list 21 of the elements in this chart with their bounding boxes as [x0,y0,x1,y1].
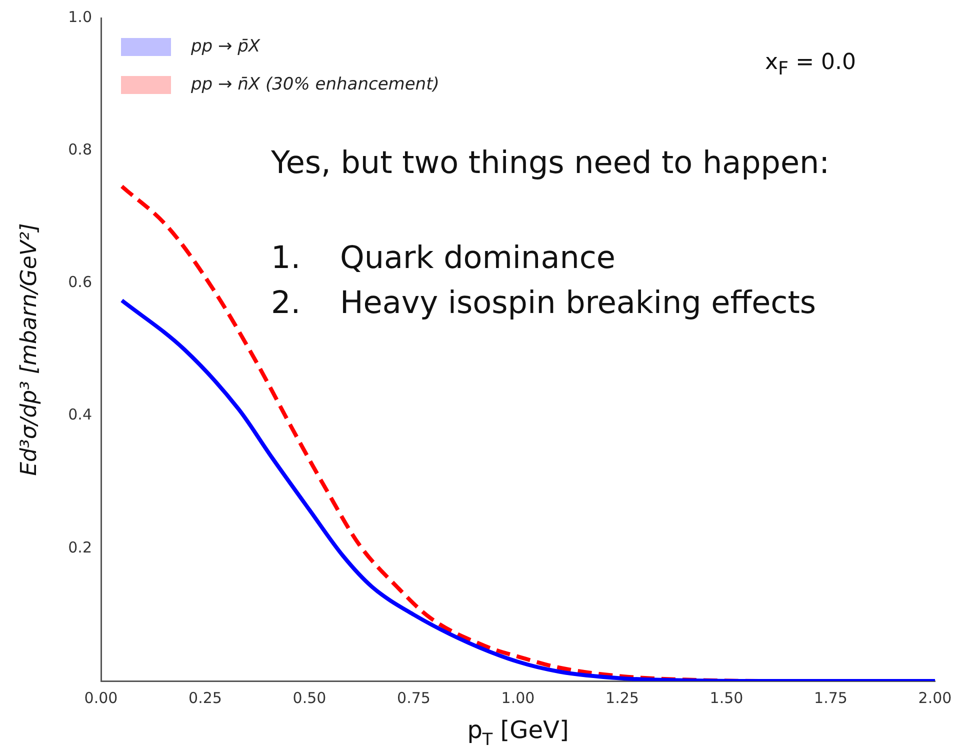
legend-label: pp → p̄X [190,36,260,56]
x-tick-label: 0.75 [397,688,430,707]
x-tick-label: 0.25 [188,688,222,707]
y-tick-label: 0.2 [68,538,92,556]
annotation: Yes, but two things need to happen: [271,145,830,181]
x-tick-label: 1.50 [710,688,744,707]
x-tick-label: 0.00 [84,688,118,707]
y-tick-label: 1.0 [68,8,92,26]
annotation: 1. Quark dominance [271,240,616,276]
x-tick-label: 1.00 [501,688,535,707]
legend-label: pp → n̄X (30% enhancement) [190,74,440,94]
x-tick-label: 0.50 [292,688,326,707]
annotation: 2. Heavy isospin breaking effects [271,285,816,321]
y-tick-label: 0.8 [68,140,92,158]
annotation: x$_{F}$ = 0.0 [765,50,856,80]
y-axis-title: Ed³σ/dp³ [mbarn/GeV²] [17,223,42,476]
x-tick-label: 2.00 [918,688,952,707]
x-tick-label: 1.25 [606,688,639,707]
y-tick-label: 0.4 [68,406,92,424]
y-tick-label: 0.6 [68,273,92,292]
x-tick-label: 1.75 [814,688,848,707]
